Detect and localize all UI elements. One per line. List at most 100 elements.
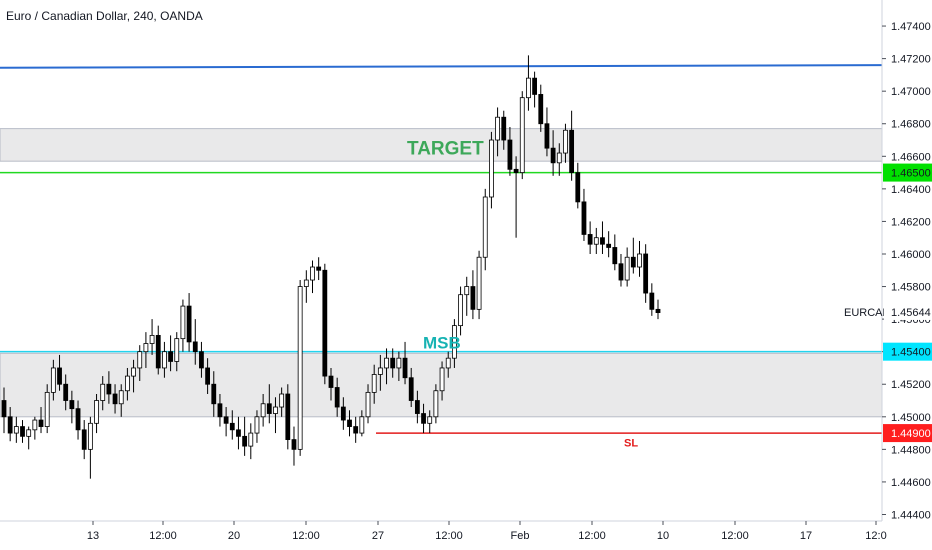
time-tick-label: 12:00 (721, 530, 749, 542)
candle-body (445, 357, 451, 369)
candle-body (643, 253, 649, 294)
candle-body (513, 168, 519, 173)
candle-body (297, 286, 303, 450)
candle-body (526, 77, 531, 99)
price-tick-label: 1.45200 (891, 379, 931, 391)
candle-body (266, 403, 272, 414)
candle-body (112, 393, 118, 405)
candle-body (7, 416, 13, 434)
candle-body (353, 426, 359, 434)
msb-price-box (883, 342, 932, 361)
candle-body (248, 432, 254, 447)
candle-body (532, 77, 538, 95)
candle-body (464, 286, 470, 296)
annotation-msb: MSB (423, 333, 461, 352)
candle-body (556, 152, 562, 164)
symbol-label: EURCAD (844, 307, 891, 319)
price-tick-label: 1.46000 (891, 249, 931, 261)
sl-price-box (883, 424, 932, 443)
price-tick-label: 1.45800 (891, 282, 931, 294)
candle-body (365, 391, 371, 418)
candle-body (162, 351, 167, 369)
candle-body (32, 419, 38, 431)
price-tick-label: 1.44600 (891, 477, 931, 489)
trend-line (0, 64, 883, 69)
candle-body (260, 403, 266, 418)
candle-body (217, 403, 223, 418)
time-tick-label: 10 (657, 530, 669, 542)
candle-body (143, 343, 149, 353)
candle-body (600, 237, 605, 245)
candle-body (229, 422, 235, 431)
time-tick-label: 17 (800, 530, 812, 542)
time-tick-label: 12:00 (578, 530, 606, 542)
candle-body (507, 139, 513, 170)
time-tick-label: 12:00 (435, 530, 463, 542)
last-price-label: 1.45644 (891, 307, 931, 319)
candle-body (205, 367, 211, 385)
target-price-label: 1.46500 (891, 168, 931, 180)
candle-body (38, 419, 44, 427)
candle-body (57, 367, 62, 385)
candle-body (402, 357, 408, 379)
candle-body (285, 393, 291, 440)
time-tick-label: 12:0 (865, 530, 886, 542)
price-tick-label: 1.47000 (891, 86, 931, 98)
candle-body (236, 429, 241, 437)
candle-body (291, 439, 297, 450)
candle-body (433, 390, 439, 418)
candle-body (75, 408, 81, 431)
price-tick-label: 1.44400 (891, 509, 931, 521)
candle-body (94, 400, 99, 424)
candle-body (544, 123, 550, 149)
candle-body (118, 390, 124, 405)
candle-body (106, 383, 112, 395)
candle-body (414, 400, 420, 414)
candle-body (470, 286, 476, 310)
candle-body (655, 308, 661, 313)
price-tick-label: 1.46800 (891, 119, 931, 131)
annotation-sl: SL (624, 438, 638, 450)
candle-body (273, 406, 278, 414)
candle-body (1, 400, 7, 418)
candle-body (439, 367, 445, 392)
candle-body (131, 367, 136, 377)
price-tick-label: 1.47200 (891, 54, 931, 66)
candle-body (328, 375, 334, 388)
candle-body (630, 256, 636, 268)
candle-body (340, 406, 346, 421)
time-tick-label: 12:00 (149, 530, 177, 542)
candle-body (384, 357, 389, 369)
candle-body (377, 367, 383, 375)
target-price-box (883, 163, 932, 182)
candle-body (550, 147, 556, 164)
candle-body (581, 201, 587, 235)
candle-body (563, 129, 568, 154)
candle-body (587, 234, 593, 245)
candle-body (81, 429, 87, 450)
candle-body (575, 172, 581, 203)
candle-body (26, 429, 32, 437)
candle-body (612, 247, 618, 265)
candle-body (427, 416, 433, 424)
candle-body (334, 387, 340, 408)
candle-body (451, 325, 457, 359)
candle-body (69, 400, 75, 410)
candles-group (1, 55, 661, 479)
candle-body (489, 139, 494, 198)
candle-body (396, 357, 402, 369)
candle-body (149, 334, 155, 344)
candle-body (637, 253, 642, 268)
candle-body (50, 367, 56, 393)
price-tick-label: 1.46400 (891, 184, 931, 196)
price-tick-label: 1.45000 (891, 412, 931, 424)
candle-body (303, 279, 309, 287)
time-tick-label: 12:00 (292, 530, 320, 542)
time-tick-label: 27 (372, 530, 384, 542)
candle-body (310, 266, 315, 281)
candle-body (476, 256, 482, 310)
candle-body (155, 334, 161, 369)
candle-body (519, 97, 525, 173)
candle-body (100, 383, 106, 401)
